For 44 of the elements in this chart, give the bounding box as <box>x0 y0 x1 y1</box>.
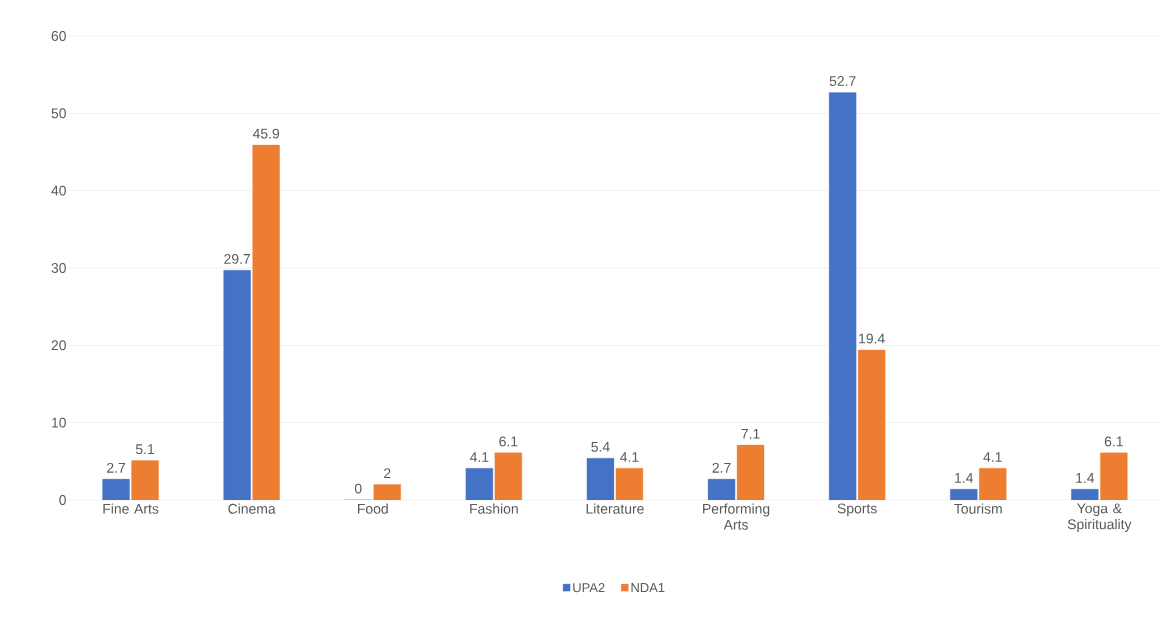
data-label: 19.4 <box>859 333 885 344</box>
y-tick-label: 60 <box>51 31 66 41</box>
x-tick-label: Cinema <box>228 503 276 514</box>
data-label: 4.1 <box>983 452 1002 462</box>
bar <box>950 489 978 500</box>
x-tick-label: Food <box>358 503 388 514</box>
data-label: 4.1 <box>469 452 489 462</box>
data-label: 4.1 <box>620 452 639 462</box>
bar <box>586 458 615 500</box>
x-tick-label: Tourism <box>954 503 1002 514</box>
legend-label: UPA2 <box>573 583 605 593</box>
x-tick-label: Performing Arts <box>703 503 770 530</box>
y-tick-label: 30 <box>51 263 66 273</box>
bar <box>829 92 857 500</box>
data-label: 1.4 <box>1076 473 1095 483</box>
data-label: 6.1 <box>1104 436 1123 447</box>
data-label: 6.1 <box>499 436 518 447</box>
data-label: 52.7 <box>829 76 856 86</box>
data-label: 2 <box>384 468 391 479</box>
bar <box>102 478 130 500</box>
data-label: 1.4 <box>955 473 974 483</box>
data-label: 45.9 <box>252 128 280 139</box>
x-tick-label: Literature <box>586 503 644 514</box>
legend-label: NDA1 <box>631 583 665 593</box>
y-tick-label: 50 <box>51 108 66 119</box>
x-tick-label: Fine Arts <box>103 503 159 514</box>
data-label: 2.7 <box>712 462 731 473</box>
x-tick-label: Sports <box>837 503 877 517</box>
y-tick-label: 0 <box>59 495 66 505</box>
x-tick-label: Fashion <box>470 503 518 514</box>
data-label: 5.4 <box>591 442 610 452</box>
data-label: 7.1 <box>741 429 760 439</box>
y-tick-label: 10 <box>52 417 66 428</box>
bar <box>707 478 736 500</box>
y-tick-label: 40 <box>51 185 66 196</box>
x-tick-label: Yoga & Spirituality <box>1067 503 1132 532</box>
bar <box>1071 489 1099 500</box>
data-label: 2.7 <box>107 462 126 473</box>
bar <box>223 270 251 500</box>
y-tick-label: 20 <box>51 340 66 351</box>
bar <box>465 468 494 500</box>
data-label: 29.7 <box>224 253 251 264</box>
data-label: 5.1 <box>135 444 155 455</box>
data-label: 0 <box>354 483 362 494</box>
